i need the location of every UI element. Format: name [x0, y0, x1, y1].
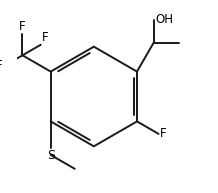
Text: F: F	[160, 127, 167, 140]
Text: F: F	[19, 20, 26, 33]
Text: OH: OH	[155, 13, 173, 26]
Text: F: F	[0, 59, 2, 72]
Text: S: S	[47, 149, 55, 162]
Text: F: F	[42, 31, 48, 44]
